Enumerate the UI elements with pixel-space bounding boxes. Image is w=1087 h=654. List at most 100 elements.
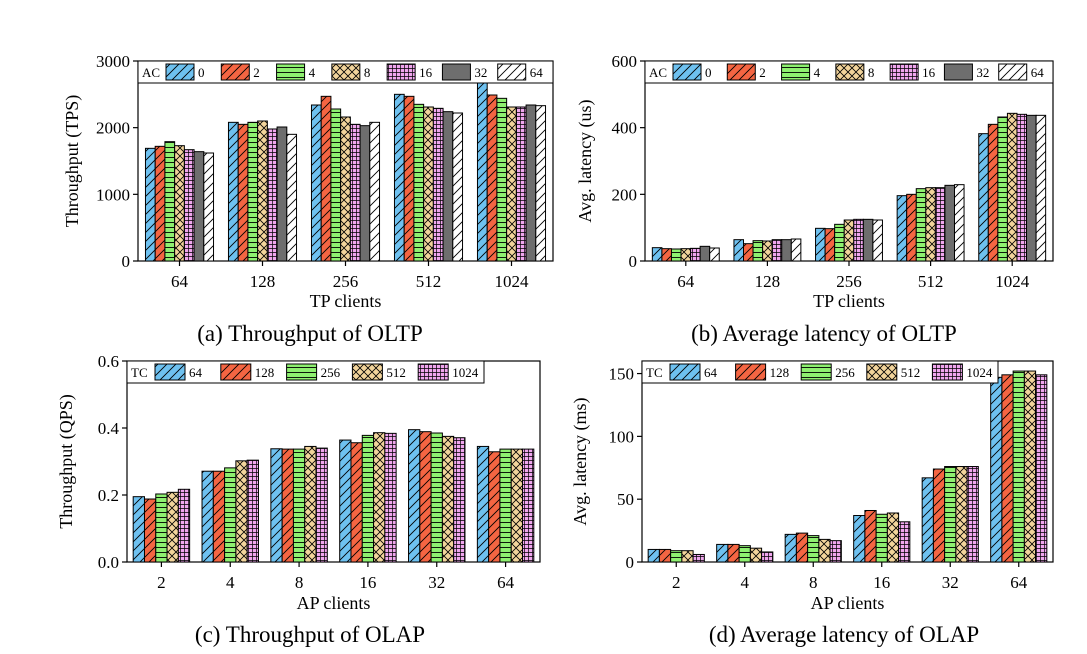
bar-pattern bbox=[516, 107, 527, 261]
bar-pattern bbox=[499, 449, 512, 562]
bar-pattern bbox=[785, 534, 797, 562]
bar-pattern bbox=[404, 96, 414, 261]
legend-swatch-pattern bbox=[276, 64, 305, 80]
bar-pattern bbox=[670, 550, 682, 562]
y-tick-label: 50 bbox=[617, 490, 634, 509]
bar-pattern bbox=[423, 107, 434, 261]
bar bbox=[872, 219, 883, 262]
y-tick-label: 600 bbox=[612, 52, 638, 71]
bar-pattern bbox=[257, 121, 268, 261]
y-axis-title: Avg. latency (ms) bbox=[570, 397, 591, 525]
x-tick-label: 8 bbox=[295, 573, 304, 592]
bar-pattern bbox=[925, 187, 936, 261]
x-tick-label: 1024 bbox=[495, 272, 530, 291]
bar-pattern bbox=[442, 436, 454, 562]
y-tick-label: 0 bbox=[629, 252, 638, 271]
legend-label: 16 bbox=[922, 65, 936, 80]
x-tick-label: 32 bbox=[428, 573, 445, 592]
bar-pattern bbox=[247, 460, 259, 562]
legend-swatch-pattern bbox=[670, 364, 700, 380]
bar-pattern bbox=[282, 449, 294, 562]
bar-fill bbox=[194, 151, 204, 261]
bar-pattern bbox=[339, 440, 351, 562]
bar-pattern bbox=[772, 239, 782, 261]
legend-swatch bbox=[943, 63, 973, 81]
bar-pattern bbox=[145, 148, 156, 261]
bar-pattern bbox=[487, 95, 497, 261]
bar-pattern bbox=[155, 493, 168, 562]
legend-swatch bbox=[351, 363, 383, 381]
bar-fill bbox=[1026, 115, 1037, 261]
bar-pattern bbox=[830, 540, 842, 562]
bar-pattern bbox=[661, 248, 672, 261]
x-tick-label: 64 bbox=[497, 573, 515, 592]
bar-pattern bbox=[733, 239, 744, 261]
y-tick-label: 0.2 bbox=[98, 486, 119, 505]
bar-pattern bbox=[955, 466, 968, 562]
legend-swatch-pattern bbox=[352, 364, 383, 380]
x-tick-label: 16 bbox=[873, 573, 890, 592]
bar-pattern bbox=[350, 442, 363, 562]
legend-swatch-pattern bbox=[221, 64, 250, 80]
bar-pattern bbox=[898, 521, 910, 562]
bar-pattern bbox=[477, 446, 489, 562]
x-tick-label: 32 bbox=[942, 573, 959, 592]
x-tick-label: 1024 bbox=[995, 272, 1030, 291]
bar-pattern bbox=[413, 104, 424, 261]
bar-pattern bbox=[174, 145, 185, 261]
x-axis-title: TP clients bbox=[813, 291, 885, 311]
y-axis-title: Throughput (TPS) bbox=[62, 95, 83, 228]
bar bbox=[369, 121, 381, 262]
bar-pattern bbox=[238, 124, 248, 261]
bar-pattern bbox=[384, 433, 397, 562]
legend-label: 0 bbox=[705, 65, 712, 80]
bar-pattern bbox=[933, 469, 945, 562]
bar-pattern bbox=[155, 146, 165, 261]
bar-pattern bbox=[394, 94, 405, 261]
legend-swatch-pattern bbox=[735, 364, 766, 380]
legend-label: 128 bbox=[770, 365, 790, 380]
bar bbox=[1035, 374, 1048, 563]
bar-pattern bbox=[1024, 371, 1036, 562]
bar bbox=[315, 447, 328, 563]
bar bbox=[535, 105, 547, 262]
bar-pattern bbox=[1013, 371, 1025, 562]
legend-swatch-pattern bbox=[932, 364, 963, 380]
x-tick-label: 512 bbox=[416, 272, 442, 291]
legend-swatch bbox=[669, 363, 701, 381]
legend-swatch-fill bbox=[442, 64, 471, 80]
bar-pattern bbox=[648, 549, 660, 562]
x-tick-label: 16 bbox=[359, 573, 376, 592]
bar-pattern bbox=[906, 194, 917, 261]
x-tick-label: 4 bbox=[741, 573, 750, 592]
legend-label: 256 bbox=[321, 365, 341, 380]
legend-label: 32 bbox=[474, 65, 487, 80]
bar bbox=[692, 553, 705, 563]
bar-pattern bbox=[433, 108, 444, 261]
bar-pattern bbox=[535, 105, 546, 262]
bar-pattern bbox=[834, 224, 845, 261]
bar-pattern bbox=[213, 471, 225, 562]
legend-swatch-pattern bbox=[418, 364, 449, 380]
legend-label: 512 bbox=[901, 365, 921, 380]
legend-swatch-pattern bbox=[727, 64, 756, 80]
legend-label: 512 bbox=[386, 365, 406, 380]
bar bbox=[286, 133, 298, 262]
chart-caption: (c) Throughput of OLAP bbox=[195, 622, 425, 647]
y-tick-label: 0 bbox=[626, 553, 635, 572]
legend-title: AC bbox=[649, 65, 667, 80]
x-tick-label: 512 bbox=[918, 272, 944, 291]
legend-swatch-pattern bbox=[835, 64, 864, 80]
bar-pattern bbox=[944, 466, 956, 562]
legend-label: 8 bbox=[364, 65, 371, 80]
legend-swatch-pattern bbox=[890, 64, 919, 80]
legend-swatch bbox=[931, 363, 963, 381]
x-tick-label: 64 bbox=[677, 272, 695, 291]
bar-pattern bbox=[362, 435, 374, 562]
legend-swatch bbox=[835, 63, 865, 81]
bar-pattern bbox=[727, 544, 740, 562]
bar bbox=[829, 540, 842, 563]
x-tick-label: 2 bbox=[157, 573, 166, 592]
bar bbox=[203, 152, 215, 262]
